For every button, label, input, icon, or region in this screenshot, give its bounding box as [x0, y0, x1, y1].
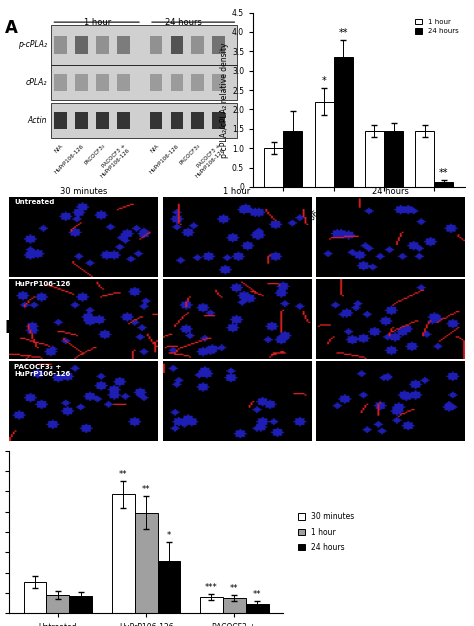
Bar	[246, 604, 269, 613]
Bar	[212, 74, 225, 91]
Bar	[434, 182, 454, 187]
Text: **: **	[253, 590, 261, 599]
Text: PACOCF3 +
HuPrP106-126: PACOCF3 + HuPrP106-126	[96, 143, 131, 179]
Bar	[334, 57, 353, 187]
Bar	[171, 36, 183, 53]
Bar	[200, 597, 223, 613]
Text: *: *	[322, 76, 327, 86]
Text: PACOCF3₃: PACOCF3₃	[179, 143, 201, 166]
Text: **: **	[439, 168, 448, 178]
Bar	[54, 36, 67, 53]
Bar	[54, 112, 67, 130]
Bar	[54, 74, 67, 91]
Title: 30 minutes: 30 minutes	[60, 187, 108, 196]
Text: cPLA₂: cPLA₂	[25, 78, 46, 87]
Bar	[150, 112, 163, 130]
Bar	[212, 36, 225, 53]
Bar	[75, 36, 88, 53]
Bar	[171, 112, 183, 130]
Bar	[69, 596, 92, 613]
Bar	[191, 74, 204, 91]
Text: HuPrP106-126: HuPrP106-126	[14, 281, 70, 287]
Text: 1 hour: 1 hour	[84, 18, 111, 27]
Text: **: **	[338, 28, 348, 38]
Text: A: A	[5, 19, 18, 37]
Bar	[51, 25, 237, 65]
Text: HuPrP106-126: HuPrP106-126	[54, 143, 85, 175]
Bar	[171, 74, 183, 91]
Legend: 30 minutes, 1 hour, 24 hours: 30 minutes, 1 hour, 24 hours	[298, 513, 355, 552]
Bar	[191, 36, 204, 53]
Bar	[384, 131, 403, 187]
Bar	[157, 560, 181, 613]
Bar	[117, 36, 130, 53]
Text: PACOCF3₃: PACOCF3₃	[83, 143, 106, 166]
Bar	[51, 65, 237, 100]
Y-axis label: p-cPLA₂/cPLA₂ relative density: p-cPLA₂/cPLA₂ relative density	[220, 42, 229, 158]
Text: **: **	[119, 470, 128, 479]
Title: 24 hours: 24 hours	[372, 187, 409, 196]
Bar	[191, 112, 204, 130]
Text: ***: ***	[205, 583, 218, 592]
Text: PACOCF3₂ +
HuPrP106-126: PACOCF3₂ + HuPrP106-126	[14, 364, 70, 376]
Bar	[75, 74, 88, 91]
Bar	[150, 74, 163, 91]
Bar	[315, 101, 334, 187]
Bar	[112, 495, 135, 613]
Bar	[117, 112, 130, 130]
Text: N/A: N/A	[149, 143, 160, 154]
Bar	[96, 36, 109, 53]
Text: *: *	[167, 531, 171, 540]
Bar	[150, 36, 163, 53]
Text: **: **	[230, 584, 238, 593]
Text: PACOCF3 +
HuPrP106-126: PACOCF3 + HuPrP106-126	[191, 143, 227, 179]
Text: p-cPLA₂: p-cPLA₂	[18, 40, 46, 49]
Text: B: B	[5, 319, 18, 337]
Bar	[117, 74, 130, 91]
Bar	[24, 582, 46, 613]
Bar	[415, 131, 434, 187]
Bar	[212, 112, 225, 130]
Text: HuPrP106-126: HuPrP106-126	[149, 143, 181, 175]
Text: 24 hours: 24 hours	[165, 18, 202, 27]
Bar	[75, 112, 88, 130]
Legend: 1 hour, 24 hours: 1 hour, 24 hours	[412, 16, 461, 37]
Text: Actin: Actin	[27, 116, 46, 125]
Bar	[96, 112, 109, 130]
Bar	[135, 513, 157, 613]
Bar	[264, 148, 283, 187]
Bar	[46, 595, 69, 613]
Bar	[365, 131, 384, 187]
Title: 1 hour: 1 hour	[223, 187, 251, 196]
Bar	[283, 131, 302, 187]
Bar	[51, 103, 237, 138]
Bar	[96, 74, 109, 91]
Text: N/A: N/A	[54, 143, 64, 154]
Text: Untreated: Untreated	[14, 199, 55, 205]
Bar	[223, 598, 246, 613]
Text: **: **	[142, 485, 150, 495]
